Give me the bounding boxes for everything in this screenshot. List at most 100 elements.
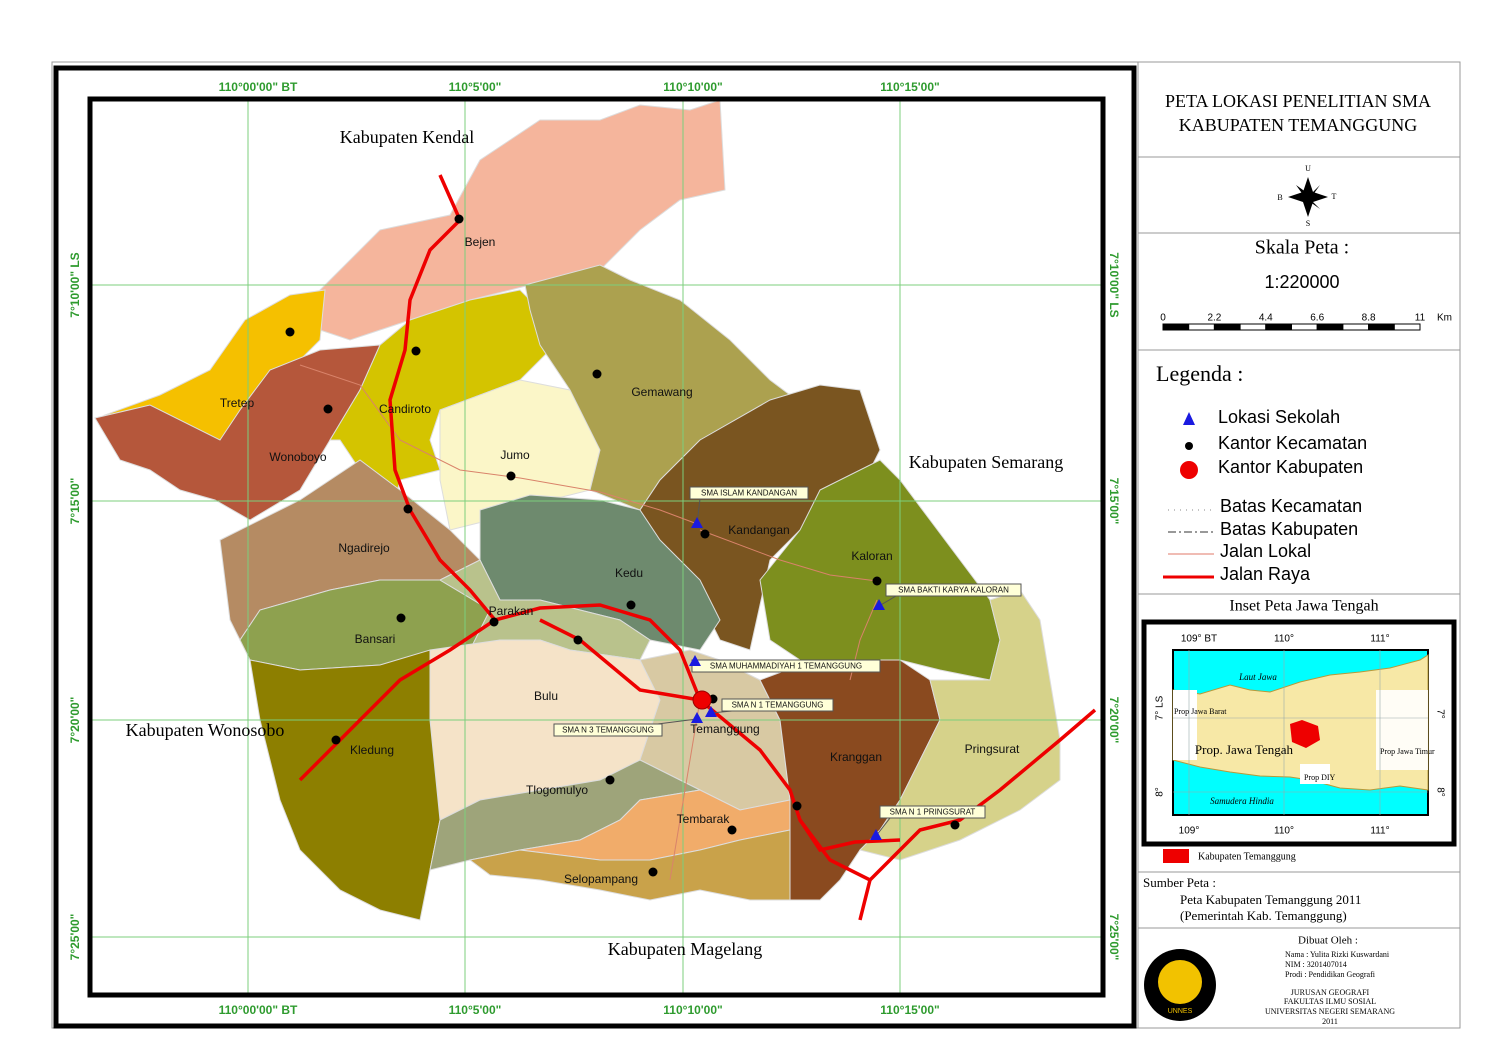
inset-grid-label: 7° LS: [1155, 695, 1166, 720]
grid-label: 110°10'00": [663, 80, 722, 94]
compass-label: B: [1277, 193, 1282, 202]
scale-segment: [1368, 323, 1395, 331]
inset-place: Prop Jawa Barat: [1174, 707, 1227, 716]
district-office: [285, 327, 295, 337]
map-area: 110°00'00" BT 110°00'00" BT 110°5'00" 110°5…: [68, 80, 1121, 1017]
main-road: [539, 618, 701, 702]
scale-segment: [1316, 323, 1344, 331]
district-label: Bejen: [465, 235, 496, 249]
district-office: [396, 613, 406, 623]
inset-land-west: [1173, 690, 1197, 760]
district-label: Gemawang: [631, 385, 692, 399]
district-label: Parakan: [489, 604, 534, 618]
school-label-box: [721, 698, 834, 712]
legend-symbol: [1183, 412, 1195, 425]
inset-legend-symbol: [1163, 849, 1189, 863]
district-label: Candiroto: [379, 402, 431, 416]
district-office: [605, 775, 615, 785]
grid-label: 7°15'00": [1107, 478, 1121, 525]
local-road: [299, 364, 701, 526]
author-line: Prodi : Pendidikan Geografi: [1285, 970, 1376, 979]
district-label: Jumo: [500, 448, 530, 462]
grid-label: 7°20'00": [1107, 697, 1121, 744]
district-label: Tembarak: [677, 812, 731, 826]
sidebar: PETA LOKASI PENELITIAN SMA KABUPATEN TEM…: [1137, 61, 1461, 1029]
district-office: [700, 529, 710, 539]
neighbor-label: Kabupaten Kendal: [340, 127, 474, 147]
district-label: Kandangan: [728, 523, 789, 537]
district-office: [626, 600, 636, 610]
institution-line: UNIVERSITAS NEGERI SEMARANG: [1265, 1007, 1395, 1016]
legend-label: Jalan Raya: [1220, 564, 1311, 584]
scale-segment: [1213, 323, 1241, 331]
inset-grid-label: 110°: [1274, 634, 1294, 645]
school-marker: [870, 829, 882, 840]
school-marker: [873, 599, 885, 610]
callout-line: [875, 817, 891, 837]
inset-place: Prop Jawa Timur: [1380, 747, 1435, 756]
compass-label: S: [1306, 219, 1310, 228]
inset-grid-label: 111°: [1370, 826, 1389, 837]
institution-line: JURUSAN GEOGRAFI: [1291, 988, 1370, 997]
district-area: [249, 649, 441, 921]
district-office: [323, 404, 333, 414]
compass-star: [1296, 185, 1320, 209]
inset-place: Prop. Jawa Tengah: [1195, 742, 1294, 757]
main-road: [388, 174, 1097, 883]
scale-segment: [1239, 323, 1267, 331]
logo-text: UNNES: [1168, 1008, 1193, 1015]
inset-grid-label: 110°: [1274, 826, 1294, 837]
title: KABUPATEN TEMANGGUNG: [1179, 115, 1418, 135]
district-office: [648, 867, 658, 877]
compass-label: T: [1332, 192, 1337, 201]
district-office: [506, 471, 516, 481]
inset-grid-label: 109° BT: [1181, 634, 1217, 645]
author-title: Dibuat Oleh :: [1298, 935, 1358, 947]
school-label-box: [689, 486, 809, 500]
scale-segment: [1265, 323, 1293, 331]
district-label: Tlogomulyo: [526, 783, 588, 797]
neighbor-label: Kabupaten Semarang: [909, 452, 1063, 472]
legend-label: Batas Kecamatan: [1220, 496, 1362, 516]
outer-frame: [53, 65, 1137, 1029]
inset-temanggung: [1290, 720, 1320, 748]
logo-inner: [1158, 960, 1202, 1004]
inset-diy: [1300, 764, 1330, 784]
inset-grid-label: 109°: [1179, 826, 1200, 837]
local-road: [669, 699, 701, 881]
source-line: Peta Kabupaten Temanggung 2011: [1180, 892, 1361, 907]
author-line: Nama : Yulita Rizki Kuswardani: [1285, 950, 1390, 959]
district-label: Temanggung: [690, 722, 759, 736]
inset-place: Samudera Hindia: [1210, 796, 1274, 806]
inset-land-east: [1376, 690, 1428, 770]
scale-title: Skala Peta :: [1255, 237, 1349, 259]
grid-label: 110°00'00" BT: [219, 1003, 298, 1017]
scale-segment: [1291, 323, 1318, 331]
compass: U B T S: [1277, 164, 1336, 228]
main-road: [858, 879, 872, 921]
scale-tick-label: 2.2: [1207, 313, 1221, 324]
legend-symbol: [1180, 461, 1198, 479]
scale-segment: [1342, 323, 1370, 331]
school-label: SMA BAKTI KARYA KALORAN: [898, 586, 1009, 595]
scale-tick-label: 0: [1160, 313, 1166, 324]
district-office: [592, 369, 602, 379]
inset-place: Laut Jawa: [1238, 672, 1277, 682]
school-label-box: [885, 583, 1022, 597]
district-label: Kledung: [350, 743, 394, 757]
institution-line: FAKULTAS ILMU SOSIAL: [1284, 997, 1376, 1006]
legend-title: Legenda :: [1156, 361, 1243, 386]
district-office: [792, 801, 802, 811]
school-marker: [705, 706, 717, 717]
school-marker: [691, 712, 703, 723]
main-road: [298, 618, 496, 782]
institution-line: 2011: [1322, 1017, 1338, 1026]
school-label: SMA N 3 TEMANGGUNG: [562, 726, 654, 735]
inset-grid-label: 8°: [1155, 787, 1166, 797]
inset-map: 109° BT 110° 111° 109° 110° 111° 7° LS 8…: [1141, 619, 1457, 847]
district-label: Kaloran: [851, 549, 892, 563]
district-office: [573, 635, 583, 645]
district-office: [489, 617, 499, 627]
inset-legend-label: Kabupaten Temanggung: [1198, 851, 1296, 862]
